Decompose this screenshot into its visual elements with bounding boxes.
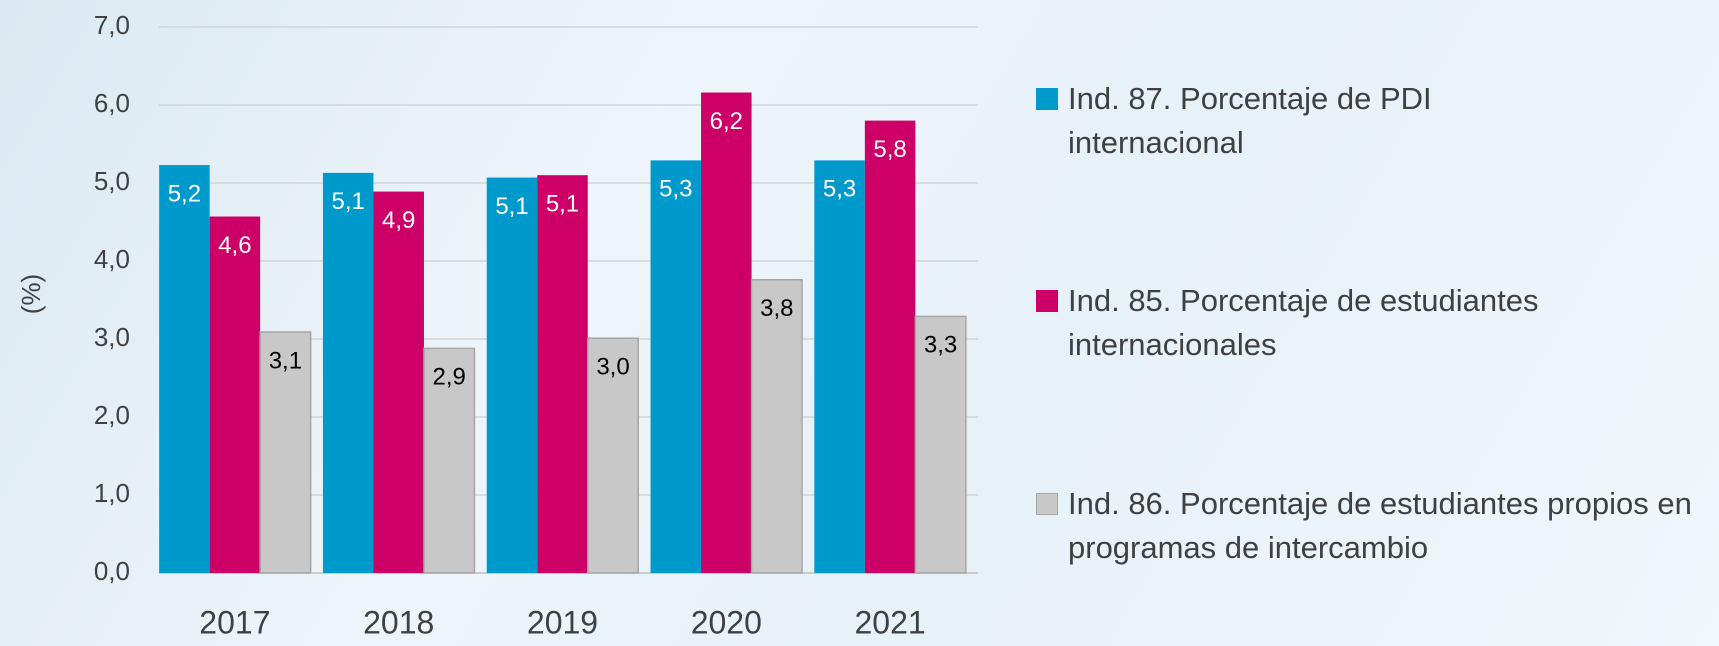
bar [159, 165, 210, 573]
bar [752, 280, 803, 573]
x-tick-label: 2020 [691, 604, 762, 640]
bar [323, 173, 374, 573]
data-label: 3,1 [269, 347, 302, 374]
legend-swatch [1036, 493, 1058, 515]
data-label: 2,9 [433, 364, 466, 391]
data-label: 5,1 [332, 188, 365, 215]
bar [701, 93, 752, 573]
y-tick-label: 1,0 [94, 478, 130, 508]
page: (%) 0,0 1,0 2,0 3,0 4,0 5,0 6,0 7,0 2017 5,2 4,6 3,… [0, 0, 1719, 646]
x-tick-label: 2021 [855, 604, 926, 640]
data-label: 5,2 [168, 180, 201, 207]
legend-swatch [1036, 290, 1058, 312]
y-axis-label: (%) [16, 274, 46, 314]
y-tick-label: 2,0 [94, 400, 130, 430]
bar [651, 160, 702, 573]
x-tick-label: 2017 [199, 604, 270, 640]
legend-entry: Ind. 86. Porcentaje de estudiantes propi… [1036, 482, 1706, 570]
data-label: 3,0 [596, 354, 629, 381]
data-label: 4,6 [218, 232, 251, 259]
bar [814, 160, 865, 573]
bar [487, 178, 538, 573]
legend-label: Ind. 86. Porcentaje de estudiantes propi… [1068, 482, 1706, 570]
legend-label: Ind. 87. Porcentaje de PDI internacional [1068, 77, 1508, 165]
x-tick-label: 2018 [363, 604, 434, 640]
y-tick-label: 0,0 [94, 556, 130, 586]
data-label: 4,9 [382, 207, 415, 234]
data-label: 5,1 [546, 191, 579, 218]
legend-swatch [1036, 88, 1058, 110]
legend-label: Ind. 85. Porcentaje de estudiantes inter… [1068, 279, 1688, 367]
y-tick-label: 7,0 [94, 10, 130, 40]
data-label: 3,8 [760, 295, 793, 322]
legend-entry: Ind. 87. Porcentaje de PDI internacional [1036, 77, 1706, 165]
data-label: 5,3 [823, 176, 856, 203]
bar [373, 192, 424, 573]
x-tick-label: 2019 [527, 604, 598, 640]
y-tick-label: 5,0 [94, 166, 130, 196]
data-label: 3,3 [924, 332, 957, 359]
legend-entry: Ind. 85. Porcentaje de estudiantes inter… [1036, 279, 1706, 367]
data-label: 5,1 [495, 193, 528, 220]
y-tick-label: 6,0 [94, 88, 130, 118]
y-tick-label: 3,0 [94, 322, 130, 352]
data-label: 5,8 [873, 136, 906, 163]
y-tick-label: 4,0 [94, 244, 130, 274]
data-label: 6,2 [710, 108, 743, 135]
bar [865, 121, 916, 573]
bar [210, 217, 261, 573]
data-label: 5,3 [659, 176, 692, 203]
bar [537, 175, 588, 573]
